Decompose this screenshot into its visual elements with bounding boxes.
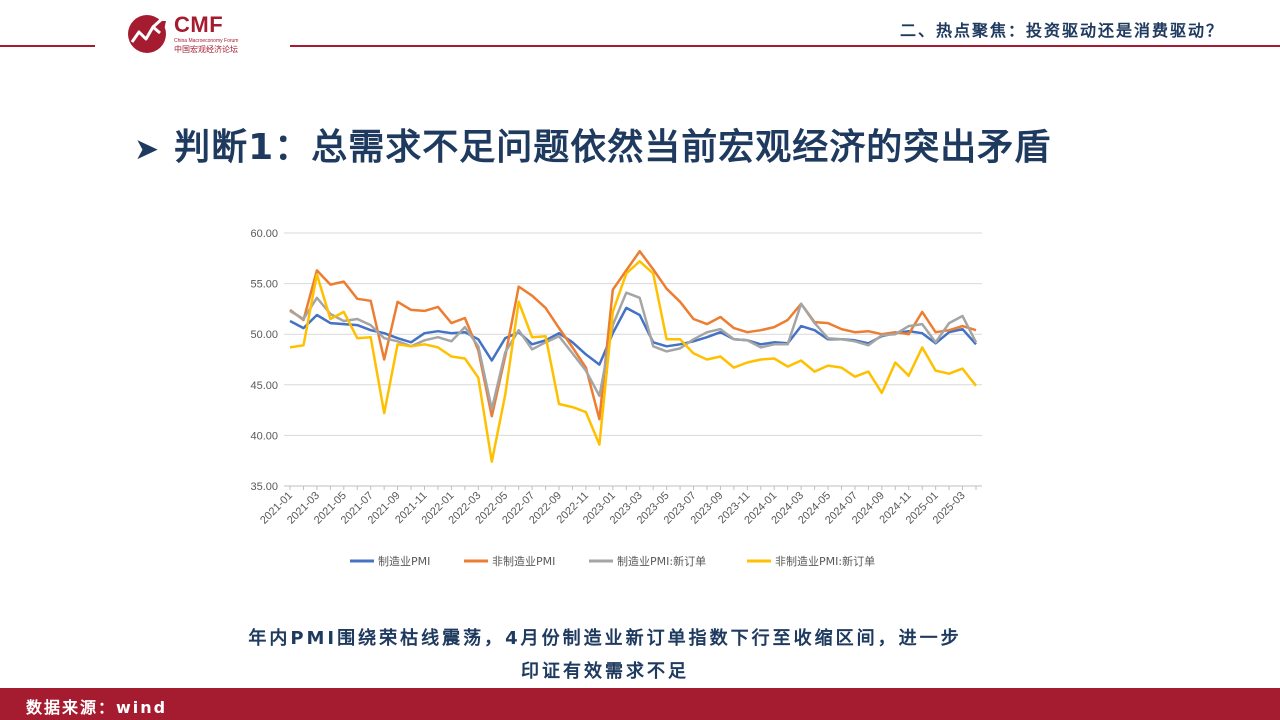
series-line-2 (289, 249, 977, 421)
y-tick-label: 50.00 (250, 329, 278, 341)
arrow-right-icon: ➤ (134, 132, 161, 167)
chart-canvas: 35.0040.0045.0050.0055.0060.002021-01202… (250, 228, 982, 568)
cmf-logo-mark-icon (128, 15, 166, 53)
brand-chinese-name: 中国宏观经济论坛 (174, 45, 238, 54)
data-source-note: 数据来源：wind (26, 698, 168, 717)
series-line-3 (289, 291, 978, 411)
legend-label-2: 非制造业PMI (492, 554, 555, 568)
y-tick-label: 45.00 (250, 380, 278, 392)
header-rule-left (0, 45, 95, 47)
caption-line-1: 年内PMI围绕荣枯线震荡，4月份制造业新订单指数下行至收缩区间，进一步 (248, 628, 962, 649)
brand-name: CMF (174, 12, 224, 37)
footer-bar: 数据来源：wind (0, 688, 1280, 720)
y-tick-label: 40.00 (250, 430, 278, 442)
headline-text: 判断1：总需求不足问题依然当前宏观经济的突出矛盾 (174, 127, 1052, 168)
y-tick-label: 55.00 (250, 279, 278, 291)
caption-line-2: 印证有效需求不足 (521, 661, 689, 682)
cmf-logo: CMF China Macroeconomy Forum 中国宏观经济论坛 (126, 12, 266, 56)
legend-label-1: 制造业PMI (378, 554, 430, 568)
legend-label-3: 制造业PMI:新订单 (617, 554, 706, 568)
slide-headline: ➤ 判断1：总需求不足问题依然当前宏观经济的突出矛盾 (134, 118, 1051, 170)
series-line-1 (289, 306, 977, 366)
y-tick-label: 35.00 (250, 481, 278, 493)
pmi-line-chart: 35.00 40.00 45.00 50.00 55.00 60.00 2021-01 202… (230, 215, 1000, 585)
slide-caption: 年内PMI围绕荣枯线震荡，4月份制造业新订单指数下行至收缩区间，进一步 印证有效… (200, 622, 1010, 688)
legend-label-4: 非制造业PMI:新订单 (775, 554, 875, 568)
series-line-4 (289, 260, 977, 463)
section-title: 二、热点聚焦：投资驱动还是消费驱动？ (899, 21, 1224, 40)
brand-subtitle: China Macroeconomy Forum (174, 38, 239, 44)
y-tick-label: 60.00 (250, 228, 278, 240)
header-rule-right (290, 45, 1280, 47)
